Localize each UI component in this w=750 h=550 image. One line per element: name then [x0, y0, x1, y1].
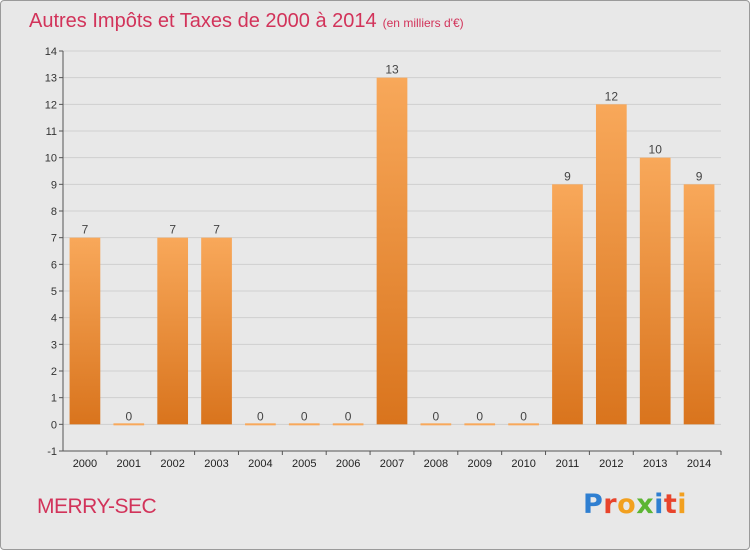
bar-2003 — [201, 237, 232, 425]
data-label-2004: 0 — [257, 409, 264, 423]
data-label-2011: 9 — [564, 169, 571, 183]
x-tick-label-2002: 2002 — [160, 458, 184, 470]
bar-2010 — [508, 423, 539, 426]
chart-title: Autres Impôts et Taxes de 2000 à 2014 (en… — [29, 10, 464, 33]
y-tick-label: 4 — [51, 313, 57, 325]
x-tick-label-2008: 2008 — [424, 458, 448, 470]
logo-letter: t — [663, 489, 678, 520]
bar-2000 — [69, 237, 101, 425]
x-tick-label-2005: 2005 — [292, 458, 316, 470]
bar-2007 — [376, 77, 408, 425]
logo-letter: x — [636, 489, 655, 520]
y-tick-label: 0 — [51, 419, 57, 431]
data-label-2007: 13 — [385, 63, 399, 77]
bar-2011 — [552, 184, 583, 425]
logo-letter: i — [677, 489, 688, 520]
chart-unit: (en milliers d'€) — [382, 16, 464, 30]
y-tick-label: 8 — [51, 206, 57, 218]
y-tick-label: -1 — [47, 446, 57, 458]
y-tick-label: 11 — [46, 126, 57, 138]
bar-2008 — [420, 423, 452, 426]
x-tick-label-2014: 2014 — [687, 458, 711, 470]
y-tick-label: 3 — [51, 339, 57, 351]
bar-2006 — [332, 423, 364, 426]
data-label-2003: 7 — [213, 223, 220, 237]
x-tick-label-2012: 2012 — [599, 458, 623, 470]
x-tick-label-2001: 2001 — [117, 458, 141, 470]
data-label-2008: 0 — [433, 409, 440, 423]
data-label-2009: 0 — [476, 409, 483, 423]
logo-letter: o — [617, 489, 637, 520]
x-tick-label-2000: 2000 — [73, 458, 97, 470]
x-tick-label-2004: 2004 — [248, 458, 272, 470]
x-tick-label-2013: 2013 — [643, 458, 667, 470]
axes — [59, 50, 722, 455]
y-tick-label: 7 — [51, 233, 57, 245]
bars — [69, 77, 715, 426]
y-tick-label: 10 — [45, 153, 57, 165]
data-label-2014: 9 — [696, 169, 703, 183]
x-tick-label-2011: 2011 — [556, 458, 580, 470]
y-tick-label: 6 — [51, 259, 57, 271]
x-tick-labels: 2000 2001 2002 2003 2004 2005 2006 2007 2008 2009… — [73, 458, 712, 470]
data-labels: 7 0 7 7 0 0 0 13 0 0 0 9 12 10 9 — [82, 63, 703, 424]
y-tick-label: 2 — [51, 366, 57, 378]
data-label-2010: 0 — [520, 409, 527, 423]
y-tick-label: 1 — [51, 393, 57, 405]
bar-2012 — [595, 104, 627, 425]
data-label-2002: 7 — [169, 223, 176, 237]
data-label-2013: 10 — [649, 143, 663, 157]
commune-name: MERRY-SEC — [37, 495, 157, 518]
data-label-2001: 0 — [125, 409, 132, 423]
y-tick-label: 13 — [45, 73, 57, 85]
x-tick-label-2009: 2009 — [467, 458, 491, 470]
bar-2004 — [245, 423, 276, 426]
bar-2005 — [288, 423, 320, 426]
y-tick-label: 14 — [45, 46, 57, 58]
y-tick-label: 12 — [45, 99, 57, 111]
x-tick-label-2006: 2006 — [336, 458, 360, 470]
bar-2013 — [639, 157, 671, 425]
bar-2002 — [157, 237, 189, 425]
x-tick-label-2007: 2007 — [380, 458, 404, 470]
bar-2001 — [113, 423, 145, 426]
data-label-2005: 0 — [301, 409, 308, 423]
logo-letter: r — [603, 489, 618, 520]
x-tick-label-2003: 2003 — [204, 458, 228, 470]
y-tick-label: 9 — [51, 179, 57, 191]
x-tick-label-2010: 2010 — [511, 458, 535, 470]
data-label-2012: 12 — [605, 89, 619, 103]
data-label-2006: 0 — [345, 409, 352, 423]
logo-letter: P — [583, 489, 604, 520]
bar-2014 — [683, 184, 715, 425]
chart-title-text: Autres Impôts et Taxes de 2000 à 2014 — [29, 10, 377, 32]
logo-letter: i — [654, 489, 664, 520]
bar-2009 — [464, 423, 496, 426]
proxiti-logo: Proxiti — [583, 489, 687, 520]
data-label-2000: 7 — [82, 223, 89, 237]
y-tick-label: 5 — [51, 286, 57, 298]
